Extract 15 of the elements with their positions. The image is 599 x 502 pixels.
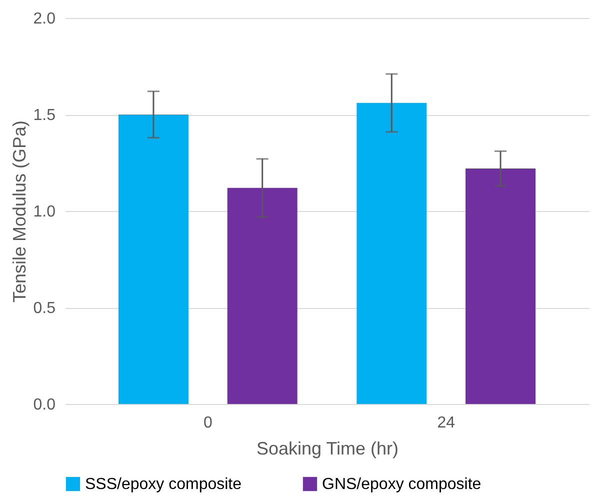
bar	[466, 168, 536, 404]
x-tick-label: 0	[203, 414, 212, 432]
y-tick-label: 1.0	[33, 204, 56, 220]
legend-label: SSS/epoxy composite	[85, 476, 242, 493]
x-tick-label: 24	[437, 414, 456, 432]
bar	[227, 188, 298, 404]
y-tick-label: 1.5	[33, 107, 56, 124]
y-tick-label: 2.0	[33, 10, 56, 28]
bar	[356, 102, 427, 404]
y-tick-label: 0.5	[33, 300, 56, 317]
y-axis-title: Tensile Modulus (GPa)	[9, 120, 30, 303]
bar	[118, 114, 188, 404]
y-tick-label: 0.0	[33, 396, 56, 414]
legend-label: GNS/epoxy composite	[322, 476, 482, 493]
x-axis-title: Soaking Time (hr)	[256, 438, 399, 458]
